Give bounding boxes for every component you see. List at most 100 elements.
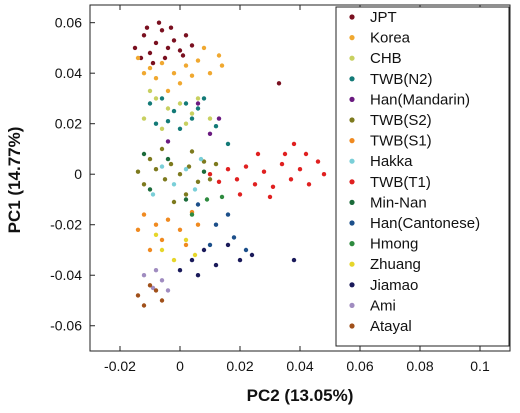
data-point: [306, 182, 312, 187]
data-point: [261, 169, 267, 174]
legend-label: JPT: [370, 9, 397, 26]
data-point: [147, 283, 153, 288]
data-point: [159, 146, 165, 152]
data-point: [189, 257, 195, 263]
data-point: [243, 247, 249, 253]
data-point: [207, 242, 213, 248]
data-point: [198, 156, 204, 162]
x-tick-label: 0.04: [286, 358, 313, 374]
legend: JPT Korea CHB TWB(N2) Han(Mandarin) TWB(S2) TW…: [335, 6, 510, 347]
data-point: [183, 121, 189, 126]
data-point: [249, 252, 255, 258]
data-point: [177, 227, 183, 232]
data-point: [153, 96, 159, 101]
data-point: [243, 164, 249, 169]
data-point: [186, 164, 192, 169]
data-point: [276, 81, 282, 86]
legend-label: Hakka: [370, 153, 413, 170]
data-point: [213, 222, 219, 227]
data-point: [183, 242, 189, 248]
data-point: [177, 268, 183, 273]
data-point: [141, 71, 147, 76]
legend-label: Jiamao: [370, 277, 418, 294]
legend-marker: [349, 138, 355, 144]
data-point: [153, 222, 159, 227]
data-point: [165, 88, 171, 94]
legend-label: Korea: [370, 30, 411, 47]
legend-marker: [349, 158, 355, 164]
data-point: [147, 156, 153, 162]
data-point: [153, 232, 159, 237]
data-point: [207, 131, 213, 136]
data-point: [252, 182, 258, 187]
legend-marker: [349, 282, 355, 288]
data-point: [153, 288, 159, 293]
data-point: [225, 167, 231, 172]
data-point: [165, 106, 171, 111]
data-point: [183, 192, 189, 197]
data-point: [315, 159, 321, 164]
data-point: [153, 121, 159, 126]
data-point: [153, 76, 159, 81]
data-point: [159, 278, 165, 283]
y-tick-label: 0.04: [55, 65, 82, 81]
legend-label: Zhuang: [370, 256, 421, 273]
data-point: [303, 151, 309, 157]
data-point: [159, 247, 165, 253]
data-point: [255, 151, 261, 157]
data-point: [225, 242, 231, 248]
legend-marker: [349, 179, 355, 185]
data-point: [183, 33, 189, 38]
data-point: [192, 187, 198, 192]
data-point: [150, 285, 156, 291]
legend-marker: [349, 35, 355, 41]
data-point: [171, 257, 177, 263]
data-point: [177, 48, 183, 53]
data-point: [177, 172, 183, 177]
data-point: [225, 212, 231, 217]
data-point: [180, 53, 186, 58]
data-point: [162, 177, 168, 182]
data-point: [297, 167, 303, 172]
data-point: [135, 55, 141, 61]
data-point: [159, 298, 165, 303]
data-point: [183, 167, 189, 172]
legend-label: Min-Nan: [370, 194, 427, 211]
data-point: [207, 71, 213, 76]
data-point: [177, 101, 183, 106]
data-point: [135, 293, 141, 298]
legend-label: Hmong: [370, 236, 418, 253]
data-point: [150, 60, 156, 66]
legend-label: TWB(S2): [370, 112, 432, 129]
legend-marker: [349, 14, 355, 20]
data-point: [141, 212, 147, 217]
data-point: [147, 247, 153, 253]
data-point: [213, 161, 219, 167]
data-point: [159, 96, 165, 101]
data-point: [177, 81, 183, 86]
data-point: [195, 58, 201, 63]
data-point: [159, 126, 165, 131]
data-point: [132, 45, 138, 51]
x-tick-label: -0.02: [104, 358, 136, 374]
data-point: [150, 192, 156, 197]
data-point: [291, 257, 297, 263]
data-point: [171, 108, 177, 114]
data-point: [141, 182, 147, 187]
data-point: [147, 50, 153, 56]
data-point: [216, 53, 222, 58]
data-point: [204, 197, 210, 202]
data-point: [144, 25, 150, 30]
legend-marker: [349, 220, 355, 226]
data-point: [288, 177, 294, 182]
data-point: [234, 177, 240, 182]
data-point: [165, 119, 171, 124]
data-point: [195, 202, 201, 207]
data-point: [171, 38, 177, 43]
data-point: [216, 116, 222, 121]
data-point: [201, 169, 207, 174]
data-point: [207, 177, 213, 182]
data-point: [195, 222, 201, 227]
x-tick-label: 0.08: [406, 358, 433, 374]
data-point: [156, 20, 162, 25]
